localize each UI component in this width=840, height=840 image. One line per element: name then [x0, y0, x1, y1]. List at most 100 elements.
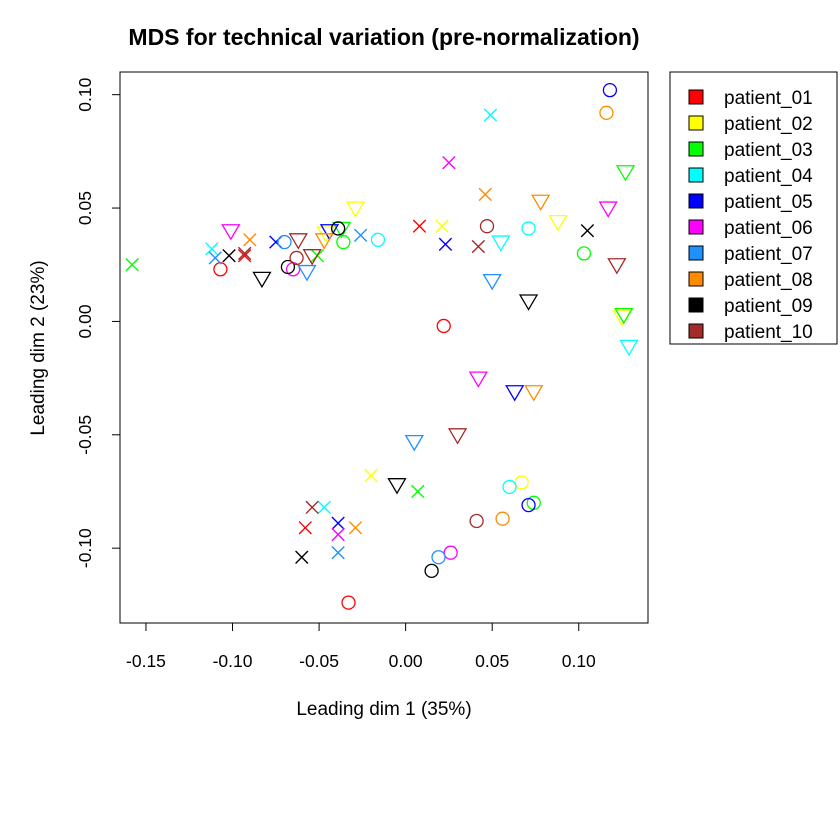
data-point-cross: [364, 468, 378, 483]
data-point-cross: [331, 546, 345, 560]
data-point-triangle: [468, 371, 488, 388]
data-point-circle: [370, 232, 386, 247]
data-point-cross: [483, 108, 498, 122]
data-point-circle: [479, 219, 495, 234]
data-point-triangle: [614, 307, 634, 325]
data-point-cross: [237, 246, 252, 261]
data-point-cross: [331, 516, 345, 530]
y-tick-label: 0.05: [75, 191, 95, 225]
data-point-triangle: [524, 385, 544, 402]
data-point-cross: [295, 550, 309, 564]
y-axis-label: Leading dim 2 (23%): [28, 260, 49, 435]
legend-label: patient_10: [724, 322, 813, 343]
data-point-circle: [277, 234, 292, 250]
legend-label: patient_05: [724, 192, 813, 213]
data-point-circle: [424, 563, 439, 578]
data-point-cross: [348, 521, 363, 535]
data-point-cross: [580, 224, 595, 238]
legend-swatch: [688, 167, 704, 183]
data-point-circle: [341, 595, 356, 610]
data-point-circle: [521, 221, 536, 236]
data-point-cross: [353, 228, 368, 242]
data-point-cross: [243, 233, 257, 247]
x-tick-label: -0.10: [213, 651, 253, 671]
data-points: [125, 82, 639, 610]
data-point-cross: [438, 237, 453, 252]
legend-swatch: [688, 89, 704, 105]
legend-swatch: [688, 115, 704, 131]
y-tick-label: 0.10: [75, 77, 95, 111]
data-point-triangle: [221, 224, 241, 241]
legend-label: patient_04: [724, 166, 813, 187]
legend-label: patient_09: [724, 296, 813, 317]
x-axis: -0.15 -0.10 -0.05 0.00 0.05 0.10: [126, 622, 596, 671]
data-point-triangle: [345, 201, 366, 218]
data-point-triangle: [505, 385, 525, 402]
data-point-circle: [521, 497, 536, 513]
data-point-triangle: [619, 339, 639, 357]
data-point-triangle: [314, 233, 334, 250]
x-tick-label: -0.05: [299, 651, 339, 671]
data-point-triangle: [482, 273, 502, 291]
data-point-circle: [502, 479, 517, 495]
data-point-cross: [125, 258, 139, 272]
y-tick-label: -0.10: [75, 528, 95, 568]
data-point-cross: [478, 187, 492, 202]
legend: patient_01 patient_02 patient_03 patient_04…: [669, 71, 838, 345]
data-point-circle: [289, 250, 304, 266]
data-point-triangle: [548, 215, 568, 232]
data-point-triangle: [447, 428, 468, 445]
data-point-circle: [469, 513, 484, 529]
data-point-triangle: [615, 165, 636, 182]
x-axis-label: Leading dim 1 (35%): [296, 699, 471, 720]
data-point-circle: [280, 259, 296, 275]
legend-swatch: [688, 219, 704, 235]
data-point-circle: [336, 234, 351, 250]
data-point-cross: [298, 521, 312, 535]
chart-title: MDS for technical variation (pre-normali…: [128, 24, 639, 50]
data-point-cross: [412, 219, 427, 233]
data-point-triangle: [387, 478, 407, 495]
legend-label: patient_07: [724, 244, 813, 265]
data-point-circle: [443, 545, 458, 560]
legend-swatch: [688, 271, 704, 287]
data-point-circle: [330, 221, 346, 236]
data-point-circle: [602, 82, 618, 98]
data-point-cross: [208, 251, 222, 265]
data-point-cross: [222, 248, 236, 263]
legend-swatch: [688, 297, 704, 313]
data-point-circle: [495, 511, 510, 526]
data-point-triangle: [598, 201, 618, 218]
data-point-cross: [205, 242, 219, 256]
legend-swatch: [688, 323, 704, 339]
data-point-circle: [599, 105, 614, 120]
data-point-triangle: [288, 233, 308, 250]
legend-label: patient_08: [724, 270, 813, 291]
legend-swatch: [688, 141, 704, 157]
data-point-triangle: [404, 434, 424, 452]
data-point-cross: [435, 219, 449, 233]
data-point-cross: [237, 248, 252, 263]
legend-label: patient_02: [724, 114, 813, 135]
data-point-cross: [305, 500, 319, 515]
x-tick-label: -0.15: [126, 651, 166, 671]
y-axis: -0.10 -0.05 0.00 0.05 0.10: [75, 77, 121, 568]
legend-label: patient_06: [724, 218, 813, 239]
legend-label: patient_01: [724, 88, 813, 109]
data-point-triangle: [252, 271, 272, 289]
data-point-triangle: [319, 224, 340, 241]
data-point-cross: [442, 156, 456, 170]
data-point-circle: [431, 550, 446, 565]
data-point-triangle: [531, 194, 551, 212]
data-point-cross: [331, 527, 345, 542]
legend-swatch: [688, 245, 704, 261]
legend-label: patient_03: [724, 140, 813, 161]
y-tick-label: -0.05: [75, 415, 95, 455]
data-point-cross: [411, 484, 425, 499]
data-point-circle: [436, 318, 451, 334]
data-point-cross: [471, 239, 486, 254]
data-point-cross: [317, 500, 331, 515]
x-tick-label: 0.00: [389, 651, 423, 671]
data-point-triangle: [518, 294, 539, 311]
